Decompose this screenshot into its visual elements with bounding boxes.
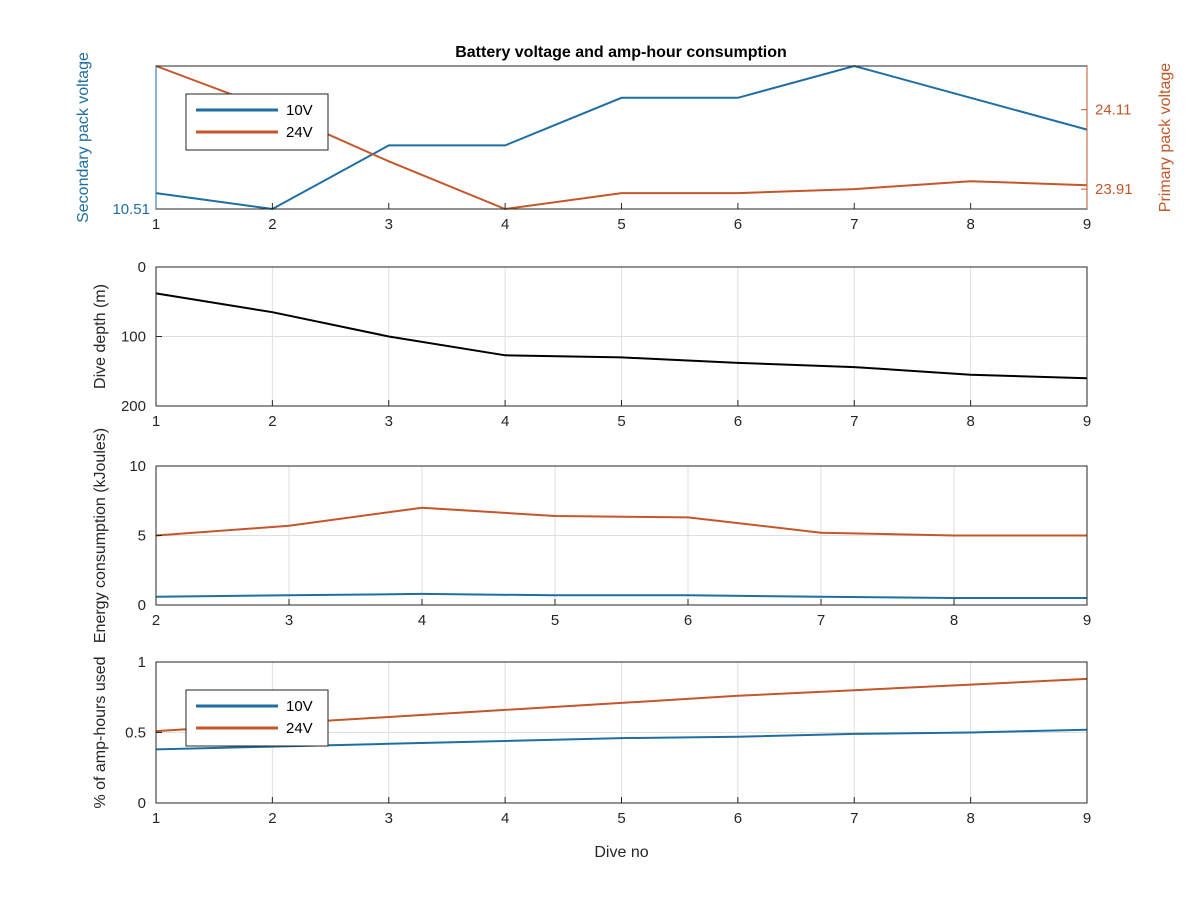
voltage-xtick-label: 7: [850, 216, 858, 233]
voltage-subplot: 1 2 3 4 5 6 7 8 9 10.51 23.91 24.11 Secondary pack v…: [75, 52, 1174, 233]
depth-xtick-label: 1: [152, 413, 160, 430]
amphours-ytick-label: 0.5: [125, 725, 146, 742]
depth-subplot: 1 2 3 4 5 6 7 8 9 0 100 200 Dive depth (m): [92, 259, 1091, 430]
voltage-xtick-label: 8: [966, 216, 974, 233]
amphours-legend-box: [185, 689, 329, 747]
energy-ytick-label: 10: [129, 458, 146, 475]
depth-xtick-label: 6: [734, 413, 742, 430]
energy-xtick-label: 2: [152, 612, 160, 629]
depth-ylabel: Dive depth (m): [92, 284, 109, 389]
energy-xtick-label: 7: [817, 612, 825, 629]
energy-ytick-label: 0: [138, 597, 146, 614]
energy-xtick-label: 3: [285, 612, 293, 629]
voltage-series-10V-line: [155, 64, 1088, 211]
amphours-xtick-label: 4: [501, 810, 509, 827]
amphours-xlabel: Dive no: [594, 844, 648, 861]
voltage-xtick-label: 9: [1083, 216, 1091, 233]
figure-title: Battery voltage and amp-hour consumption: [455, 44, 787, 61]
depth-xtick-label: 8: [966, 413, 974, 430]
depth-xtick-label: 2: [268, 413, 276, 430]
depth-xtick-label: 9: [1083, 413, 1091, 430]
energy-ylabel: Energy consumption (kJoules): [92, 428, 109, 643]
amphours-legend-label: 10V: [286, 698, 313, 715]
energy-series-0-line: [155, 506, 1087, 537]
amphours-xtick-label: 8: [966, 810, 974, 827]
voltage-xtick-label: 6: [734, 216, 742, 233]
energy-xtick-label: 6: [684, 612, 692, 629]
depth-series-0-line: [155, 292, 1088, 380]
amphours-xtick-label: 9: [1083, 810, 1091, 827]
voltage-legend-label: 24V: [286, 124, 313, 141]
energy-subplot: 2 3 4 5 6 7 8 9 0 5 10 Energy consumption (kJoules): [92, 428, 1091, 643]
energy-series-1-line: [155, 592, 1087, 599]
energy-xtick-label: 5: [551, 612, 559, 629]
amphours-xtick-label: 3: [385, 810, 393, 827]
amphours-ytick-label: 1: [138, 654, 146, 671]
amphours-ylabel: % of amp-hours used: [92, 656, 109, 808]
amphours-xtick-label: 5: [617, 810, 625, 827]
amphours-legend-label: 24V: [286, 720, 313, 737]
energy-xtick-label: 4: [418, 612, 426, 629]
amphours-subplot: 1 2 3 4 5 6 7 8 9 0 0.5 1 % of amp-hours used Dive no…: [92, 654, 1091, 861]
voltage-xtick-label: 3: [385, 216, 393, 233]
depth-xtick-label: 7: [850, 413, 858, 430]
voltage-right-ytick-label: 24.11: [1095, 102, 1131, 119]
amphours-xtick-label: 7: [850, 810, 858, 827]
depth-xtick-label: 4: [501, 413, 509, 430]
voltage-legend-box: [185, 93, 329, 151]
amphours-xtick-label: 2: [268, 810, 276, 827]
voltage-xtick-label: 4: [501, 216, 509, 233]
energy-xtick-label: 8: [950, 612, 958, 629]
voltage-left-ylabel: Secondary pack voltage: [75, 52, 92, 223]
voltage-right-ytick-label: 23.91: [1095, 181, 1133, 198]
voltage-xtick-label: 2: [268, 216, 276, 233]
amphours-xtick-label: 6: [734, 810, 742, 827]
depth-xtick-label: 5: [617, 413, 625, 430]
voltage-xtick-label: 1: [152, 216, 160, 233]
voltage-xtick-label: 5: [617, 216, 625, 233]
depth-xtick-label: 3: [385, 413, 393, 430]
depth-ytick-label: 100: [121, 329, 146, 346]
depth-ytick-label: 0: [138, 259, 146, 276]
voltage-left-ytick-label: 10.51: [112, 201, 150, 218]
amphours-xtick-label: 1: [152, 810, 160, 827]
voltage-right-ylabel: Primary pack voltage: [1157, 63, 1174, 212]
energy-ytick-label: 5: [138, 528, 146, 545]
energy-xtick-label: 9: [1083, 612, 1091, 629]
voltage-legend-label: 10V: [286, 102, 313, 119]
depth-ytick-label: 200: [121, 398, 146, 415]
amphours-ytick-label: 0: [138, 795, 146, 812]
